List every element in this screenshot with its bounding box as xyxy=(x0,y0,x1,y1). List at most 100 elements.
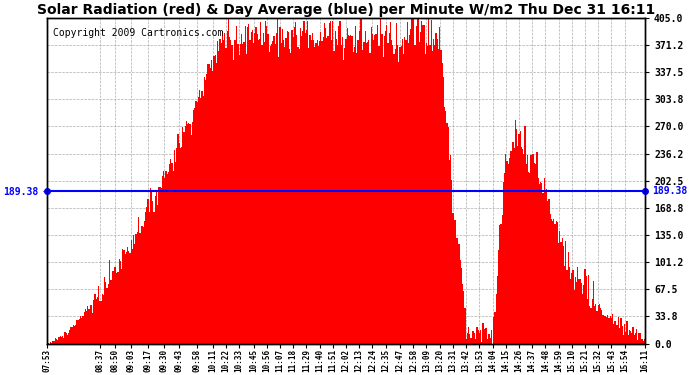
Bar xyxy=(326,38,328,344)
Bar xyxy=(359,31,360,344)
Bar xyxy=(159,186,161,344)
Bar xyxy=(375,34,377,344)
Bar xyxy=(506,161,508,344)
Bar xyxy=(339,21,341,344)
Bar xyxy=(46,341,48,344)
Bar xyxy=(571,273,573,344)
Bar xyxy=(300,28,301,344)
Bar xyxy=(560,242,562,344)
Bar xyxy=(140,233,141,344)
Bar xyxy=(218,51,219,344)
Bar xyxy=(508,164,509,344)
Bar xyxy=(297,47,299,344)
Bar xyxy=(106,288,108,344)
Bar xyxy=(126,252,127,344)
Bar xyxy=(197,102,198,344)
Bar xyxy=(51,343,52,344)
Bar xyxy=(374,35,375,344)
Bar xyxy=(163,171,164,344)
Bar xyxy=(124,254,126,344)
Bar xyxy=(614,321,615,344)
Bar xyxy=(230,40,231,344)
Bar xyxy=(481,342,482,344)
Bar xyxy=(282,29,283,344)
Bar xyxy=(515,120,516,344)
Bar xyxy=(143,226,144,344)
Bar xyxy=(491,330,492,344)
Bar xyxy=(479,333,480,344)
Bar xyxy=(620,318,622,344)
Bar xyxy=(144,221,145,344)
Bar xyxy=(299,49,300,344)
Bar xyxy=(529,173,531,344)
Bar xyxy=(378,46,379,344)
Bar xyxy=(578,279,580,344)
Bar xyxy=(182,128,184,344)
Bar xyxy=(96,299,97,344)
Bar xyxy=(403,54,404,344)
Bar xyxy=(199,90,200,344)
Bar xyxy=(426,43,427,344)
Bar xyxy=(156,192,157,344)
Bar xyxy=(360,18,361,344)
Bar xyxy=(115,267,116,344)
Bar xyxy=(433,39,434,344)
Bar xyxy=(607,315,609,344)
Bar xyxy=(373,40,374,344)
Bar xyxy=(455,219,456,344)
Bar xyxy=(77,320,78,344)
Bar xyxy=(611,318,612,344)
Bar xyxy=(249,40,250,344)
Bar xyxy=(390,22,391,344)
Bar xyxy=(565,241,566,344)
Bar xyxy=(132,249,133,344)
Bar xyxy=(74,326,75,344)
Bar xyxy=(500,224,502,344)
Bar xyxy=(599,304,600,344)
Bar xyxy=(368,40,369,344)
Bar xyxy=(242,44,244,344)
Bar xyxy=(127,247,128,344)
Bar xyxy=(155,196,156,344)
Bar xyxy=(448,160,450,344)
Bar xyxy=(248,24,249,344)
Bar xyxy=(546,189,547,344)
Bar xyxy=(194,108,195,344)
Bar xyxy=(475,339,476,344)
Bar xyxy=(498,250,499,344)
Bar xyxy=(68,333,69,344)
Bar xyxy=(133,235,134,344)
Bar xyxy=(200,98,201,344)
Bar xyxy=(414,45,415,344)
Bar xyxy=(486,328,487,344)
Bar xyxy=(195,101,197,344)
Bar xyxy=(575,277,576,344)
Bar xyxy=(354,46,355,344)
Bar xyxy=(205,80,206,344)
Bar xyxy=(468,327,469,344)
Bar xyxy=(67,335,68,344)
Bar xyxy=(301,36,302,344)
Bar xyxy=(434,45,435,344)
Bar xyxy=(184,126,186,344)
Bar xyxy=(450,155,451,344)
Bar xyxy=(56,339,57,344)
Bar xyxy=(322,40,323,344)
Bar xyxy=(428,18,429,344)
Bar xyxy=(62,336,63,344)
Bar xyxy=(343,60,344,344)
Bar xyxy=(342,37,343,344)
Bar xyxy=(271,44,272,344)
Bar xyxy=(263,33,264,344)
Bar xyxy=(186,121,187,344)
Bar xyxy=(588,275,589,344)
Bar xyxy=(161,176,163,344)
Bar xyxy=(631,333,633,344)
Bar xyxy=(270,46,271,344)
Bar xyxy=(250,32,252,344)
Bar xyxy=(559,231,560,344)
Bar xyxy=(541,183,542,344)
Bar xyxy=(104,277,106,344)
Bar xyxy=(130,240,132,344)
Bar xyxy=(437,39,438,344)
